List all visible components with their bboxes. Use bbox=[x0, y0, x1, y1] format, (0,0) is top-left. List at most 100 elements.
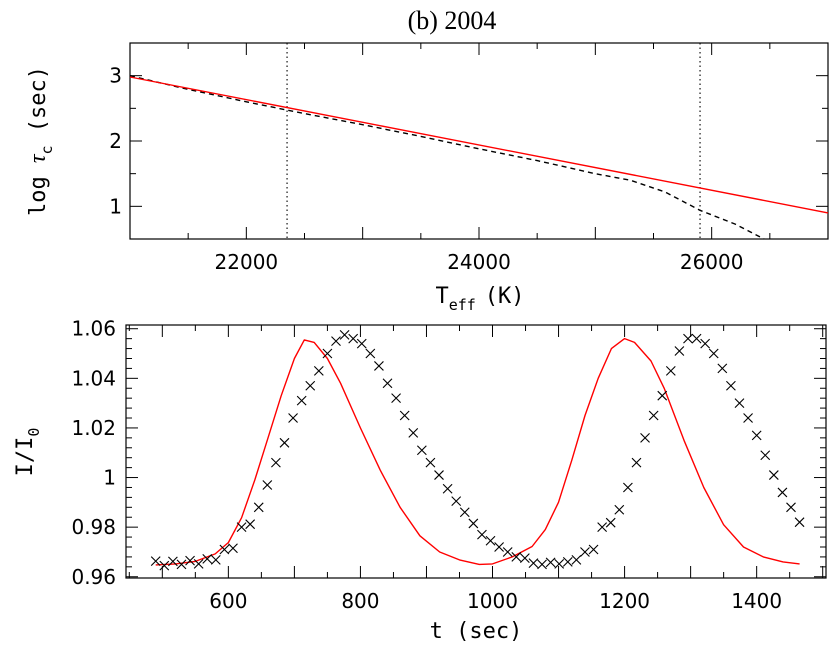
marker-stroke bbox=[545, 557, 556, 568]
bottom-y-tick-label: 0.98 bbox=[71, 515, 116, 539]
data-point-marker bbox=[751, 430, 762, 441]
marker-stroke bbox=[288, 413, 298, 423]
data-point-marker bbox=[210, 555, 221, 565]
marker-stroke bbox=[743, 413, 753, 423]
bottom-x-tick-label: 800 bbox=[341, 589, 379, 613]
bottom-y-axis-label: I/I0 bbox=[13, 428, 43, 477]
marker-stroke bbox=[253, 502, 264, 513]
marker-stroke bbox=[622, 482, 633, 493]
data-point-marker bbox=[511, 552, 522, 562]
marker-stroke bbox=[580, 547, 590, 557]
marker-stroke bbox=[468, 518, 479, 529]
marker-stroke bbox=[391, 393, 401, 404]
bottom-y-tick-label: 1.06 bbox=[71, 317, 116, 341]
marker-stroke bbox=[786, 502, 796, 513]
data-point-marker bbox=[605, 517, 616, 528]
marker-stroke bbox=[442, 483, 453, 494]
data-point-marker bbox=[374, 361, 384, 371]
data-point-marker bbox=[794, 517, 805, 528]
data-point-marker bbox=[640, 432, 650, 443]
marker-stroke bbox=[425, 457, 436, 468]
temperature-panel: 22000 24000 26000 1 2 3 Teff (K) log τc (sec) bbox=[25, 42, 829, 314]
marker-stroke bbox=[176, 559, 187, 570]
marker-stroke bbox=[356, 338, 367, 349]
data-point-marker bbox=[537, 559, 547, 570]
data-point-marker bbox=[545, 557, 556, 568]
marker-stroke bbox=[202, 554, 213, 564]
top-series-solid-line bbox=[129, 76, 829, 214]
marker-stroke bbox=[794, 517, 805, 528]
marker-stroke bbox=[700, 338, 711, 349]
bottom-plot-frame bbox=[125, 324, 827, 579]
data-point-marker bbox=[708, 348, 719, 359]
marker-stroke bbox=[167, 556, 178, 567]
data-point-marker bbox=[296, 395, 307, 406]
marker-stroke bbox=[416, 445, 427, 456]
marker-stroke bbox=[708, 348, 719, 359]
top-x-tick-label: 22000 bbox=[215, 250, 279, 274]
data-point-marker bbox=[167, 556, 178, 567]
marker-stroke bbox=[674, 346, 685, 356]
data-point-marker bbox=[743, 413, 753, 423]
data-point-marker bbox=[614, 504, 625, 515]
data-point-marker bbox=[631, 457, 642, 468]
marker-stroke bbox=[193, 558, 204, 569]
marker-stroke bbox=[648, 410, 659, 421]
marker-stroke bbox=[631, 457, 642, 468]
marker-stroke bbox=[597, 522, 608, 533]
data-point-marker bbox=[580, 547, 590, 557]
marker-stroke bbox=[657, 390, 668, 401]
top-x-tick-label: 26000 bbox=[680, 250, 744, 274]
marker-stroke bbox=[219, 544, 230, 555]
data-point-marker bbox=[322, 348, 333, 359]
marker-stroke bbox=[236, 522, 247, 533]
marker-stroke bbox=[313, 365, 324, 376]
bottom-y-tick-label: 1.04 bbox=[71, 366, 116, 390]
top-y-tick-label: 2 bbox=[109, 129, 122, 153]
data-point-marker bbox=[459, 507, 470, 518]
marker-stroke bbox=[348, 333, 359, 344]
data-point-marker bbox=[253, 502, 264, 513]
bottom-x-tick-label: 600 bbox=[209, 589, 247, 613]
marker-stroke bbox=[271, 457, 281, 468]
data-point-marker bbox=[416, 445, 427, 456]
data-point-marker bbox=[485, 535, 496, 546]
data-point-marker bbox=[442, 483, 453, 494]
data-point-marker bbox=[425, 457, 436, 468]
data-point-marker bbox=[228, 543, 238, 554]
marker-stroke bbox=[228, 543, 238, 554]
data-point-marker bbox=[734, 398, 745, 409]
data-point-marker bbox=[176, 559, 187, 570]
marker-stroke bbox=[519, 553, 530, 564]
marker-stroke bbox=[777, 487, 788, 498]
data-point-marker bbox=[331, 336, 341, 347]
data-point-marker bbox=[185, 555, 195, 566]
top-y-tick-label: 3 bbox=[109, 64, 122, 88]
data-point-marker bbox=[356, 338, 367, 349]
data-point-marker bbox=[760, 450, 771, 461]
marker-stroke bbox=[528, 558, 539, 569]
data-point-marker bbox=[202, 554, 213, 564]
data-point-marker bbox=[786, 502, 796, 513]
top-plot-frame bbox=[129, 42, 829, 240]
marker-stroke bbox=[434, 470, 444, 480]
top-x-axis-label: Teff (K) bbox=[435, 284, 524, 314]
marker-stroke bbox=[494, 542, 505, 552]
bottom-y-tick-label: 1 bbox=[103, 466, 116, 490]
marker-stroke bbox=[296, 395, 307, 406]
data-point-marker bbox=[700, 338, 711, 349]
marker-stroke bbox=[459, 507, 470, 518]
data-point-marker bbox=[339, 330, 350, 340]
data-point-marker bbox=[434, 470, 444, 480]
data-point-marker bbox=[262, 480, 273, 490]
data-point-marker bbox=[408, 428, 419, 438]
data-point-marker bbox=[571, 555, 582, 565]
data-point-marker bbox=[193, 558, 204, 569]
data-point-marker bbox=[451, 496, 462, 506]
data-point-marker bbox=[622, 482, 633, 493]
marker-stroke bbox=[245, 519, 256, 530]
marker-stroke bbox=[339, 330, 350, 340]
marker-stroke bbox=[331, 336, 341, 347]
bottom-y-tick-label: 1.02 bbox=[71, 416, 116, 440]
